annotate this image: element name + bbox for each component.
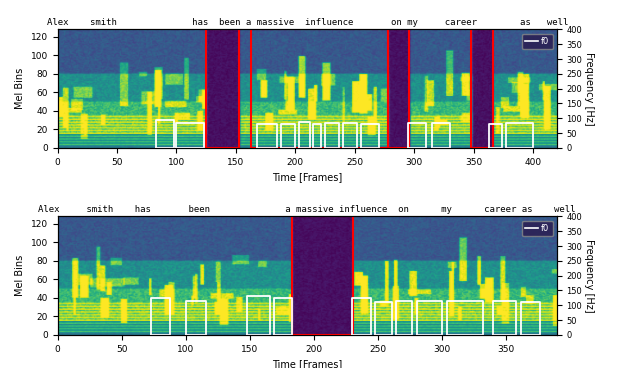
X-axis label: Time [Frames]: Time [Frames] [272, 359, 342, 368]
Y-axis label: Frequency [Hz]: Frequency [Hz] [584, 52, 593, 125]
Legend: f0: f0 [522, 33, 552, 49]
Title: Alex     smith    has       been              a massive influence  on      my   : Alex smith has been a massive influence … [38, 205, 576, 214]
Y-axis label: Frequency [Hz]: Frequency [Hz] [584, 239, 593, 312]
Bar [388, 29, 410, 148]
Y-axis label: Mel Bins: Mel Bins [15, 68, 25, 109]
Bar [471, 29, 493, 148]
Bar [252, 29, 388, 148]
Bar [292, 216, 353, 335]
Bar [206, 29, 239, 148]
Title: Alex    smith              has  been a massive  influence       on my     career: Alex smith has been a massive influence … [47, 18, 568, 27]
X-axis label: Time [Frames]: Time [Frames] [272, 172, 342, 182]
Y-axis label: Mel Bins: Mel Bins [15, 255, 25, 296]
Legend: f0: f0 [522, 221, 552, 236]
